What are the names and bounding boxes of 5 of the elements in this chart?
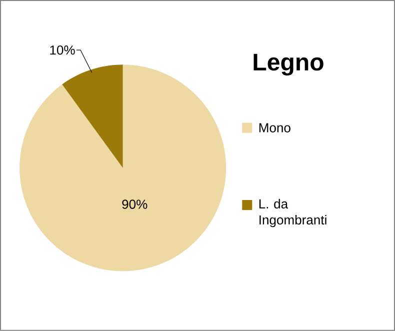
data-label: 10%	[50, 46, 75, 55]
data-label: 90%	[122, 200, 148, 209]
legend-label: Mono	[259, 123, 290, 132]
chart-title: Legno	[254, 54, 324, 76]
legend-label: L. da Ingombranti	[259, 199, 326, 228]
